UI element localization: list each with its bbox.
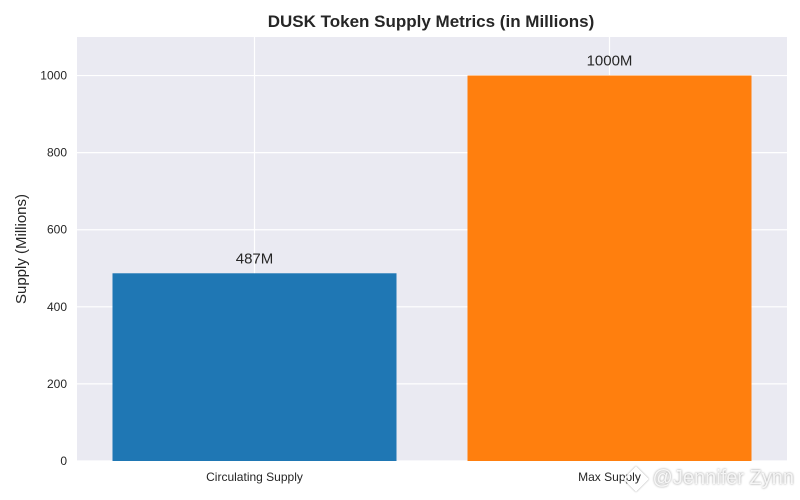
y-tick-label: 400 bbox=[47, 300, 67, 314]
x-axis-ticks: Circulating Supply Max Supply bbox=[206, 470, 641, 484]
data-label: 1000M bbox=[587, 53, 633, 70]
bar-circulating-supply bbox=[112, 273, 397, 461]
y-tick-label: 0 bbox=[60, 454, 67, 468]
watermark: @Jennifer Zynn bbox=[622, 465, 794, 492]
y-tick-label: 200 bbox=[47, 377, 67, 391]
y-tick-label: 1000 bbox=[40, 69, 67, 83]
bars bbox=[112, 75, 752, 461]
data-label: 487M bbox=[236, 250, 274, 267]
y-axis-ticks: 0 200 400 600 800 1000 bbox=[40, 69, 67, 468]
x-tick-label: Circulating Supply bbox=[206, 470, 303, 484]
y-tick-label: 800 bbox=[47, 146, 67, 160]
y-tick-label: 600 bbox=[47, 223, 67, 237]
bar-max-supply bbox=[467, 75, 752, 461]
y-axis-label: Supply (Millions) bbox=[13, 194, 30, 304]
chart-title: DUSK Token Supply Metrics (in Millions) bbox=[268, 12, 595, 31]
data-labels: 487M 1000M bbox=[236, 53, 633, 268]
x-tick-label: Max Supply bbox=[578, 470, 641, 484]
diamond-icon bbox=[622, 465, 649, 492]
watermark-text: @Jennifer Zynn bbox=[652, 467, 794, 489]
